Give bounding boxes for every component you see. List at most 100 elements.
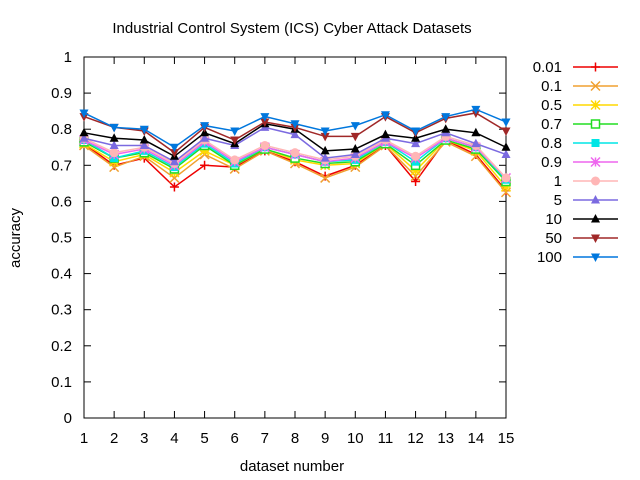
legend-label: 0.5: [541, 97, 562, 114]
x-tick-label: 3: [140, 430, 148, 447]
legend-swatch-marker: [591, 234, 600, 243]
legend-entry-0-7: 0.7: [541, 116, 618, 133]
y-tick-label: 0.4: [51, 266, 72, 283]
legend-entry-0-1: 0.1: [541, 78, 618, 95]
series-5-point: [501, 149, 511, 158]
series-10-point: [79, 127, 89, 137]
series-5-point: [109, 140, 119, 149]
series-1-point: [290, 148, 300, 158]
series-5-point: [200, 133, 210, 142]
legend-swatch-marker: [590, 119, 601, 129]
legend-swatch-marker: [591, 214, 600, 223]
legend-label: 0.9: [541, 154, 562, 171]
series-0-5-point: [199, 145, 210, 156]
series-10-point: [350, 144, 360, 153]
series-1-point: [260, 140, 270, 150]
series-100-point: [350, 122, 360, 131]
series-5-point: [290, 129, 300, 139]
series-100-point: [441, 113, 451, 122]
x-tick-label: 5: [200, 430, 208, 447]
legend-label: 0.7: [541, 116, 562, 133]
legend-swatch-marker: [590, 80, 601, 92]
axes: 00.10.20.30.40.50.60.70.80.911 2 3 4 5 6 7 8 9 10…: [51, 49, 514, 447]
x-tick-label: 8: [291, 430, 299, 447]
legend-swatch-marker: [590, 99, 601, 111]
legend-label: 100: [537, 249, 562, 266]
x-tick-label: 13: [437, 430, 454, 447]
y-tick-label: 0.6: [51, 193, 72, 210]
x-tick-label: 4: [170, 430, 178, 447]
series-100-point: [501, 118, 511, 127]
x-tick-label: 1: [80, 430, 88, 447]
series-1-point: [230, 155, 240, 165]
y-tick-label: 0.7: [51, 157, 72, 174]
legend-label: 10: [545, 211, 562, 228]
legend-label: 0.01: [533, 59, 562, 76]
chart-title: Industrial Control System (ICS) Cyber At…: [112, 20, 471, 37]
series-50-point: [350, 132, 360, 142]
legend-swatch-marker: [591, 195, 600, 204]
series-0-01-point: [411, 177, 421, 187]
series-5-point: [411, 138, 421, 148]
series-50-point: [230, 136, 240, 146]
legend-entry-0-01: 0.01: [533, 59, 618, 76]
series-0-01-point: [169, 182, 179, 192]
series-50-point: [260, 118, 270, 127]
series-10-point: [501, 142, 511, 151]
legend-swatch-marker: [591, 62, 600, 72]
series-100-point: [260, 113, 270, 122]
legend-label: 5: [554, 192, 562, 209]
x-tick-label: 11: [378, 430, 394, 447]
series-0-01-point: [200, 160, 210, 170]
x-tick-label: 15: [498, 430, 515, 447]
series-0-5-point: [500, 181, 512, 192]
y-tick-label: 0.9: [51, 85, 72, 102]
legend-swatch-marker: [591, 253, 600, 262]
y-tick-label: 0.2: [51, 338, 72, 355]
legend-label: 0.1: [541, 78, 562, 95]
series-1-point: [501, 173, 511, 183]
x-tick-label: 14: [468, 430, 485, 447]
series-100-point: [320, 127, 330, 137]
series-100-point: [169, 143, 179, 153]
legend-entry-100: 100: [537, 249, 618, 266]
x-tick-label: 10: [347, 430, 364, 447]
y-tick-label: 0.3: [51, 302, 72, 319]
x-tick-label: 9: [321, 430, 329, 447]
x-axis-label: dataset number: [240, 458, 344, 475]
series-10-point: [320, 145, 330, 155]
series-10-point: [139, 135, 149, 144]
series-5-point: [169, 156, 179, 166]
legend-label: 1: [554, 173, 562, 190]
series-0-1-point: [320, 172, 331, 183]
legend-entry-1: 1: [554, 173, 618, 190]
legend-label: 50: [545, 230, 562, 247]
y-tick-label: 0.1: [51, 374, 72, 391]
series-1-point: [109, 148, 119, 158]
series-5-point: [471, 138, 481, 148]
legend-entry-0-9: 0.9: [541, 154, 618, 171]
legend-entry-0-8: 0.8: [541, 135, 618, 152]
legend-swatch-marker: [590, 156, 601, 168]
legend-swatch-marker: [591, 139, 600, 147]
series-1-point: [411, 151, 421, 161]
series-100-point: [109, 123, 119, 133]
series-5-point: [320, 153, 330, 162]
series-10-point: [380, 129, 390, 139]
series-100-point: [411, 127, 421, 137]
series-100-point: [471, 105, 481, 115]
y-axis-label: accuracy: [7, 207, 24, 268]
x-tick-label: 12: [407, 430, 424, 447]
x-tick-label: 6: [231, 430, 239, 447]
series-lines: [78, 105, 512, 198]
legend-entry-50: 50: [545, 230, 618, 247]
plot-frame: [83, 56, 507, 419]
legend-swatch-marker: [591, 176, 600, 186]
series-50-point: [169, 149, 179, 158]
y-tick-label: 0: [64, 410, 72, 427]
legend-label: 0.8: [541, 135, 562, 152]
series-10-point: [441, 124, 451, 133]
series-100-point: [380, 111, 390, 120]
legend-entry-10: 10: [545, 211, 618, 228]
